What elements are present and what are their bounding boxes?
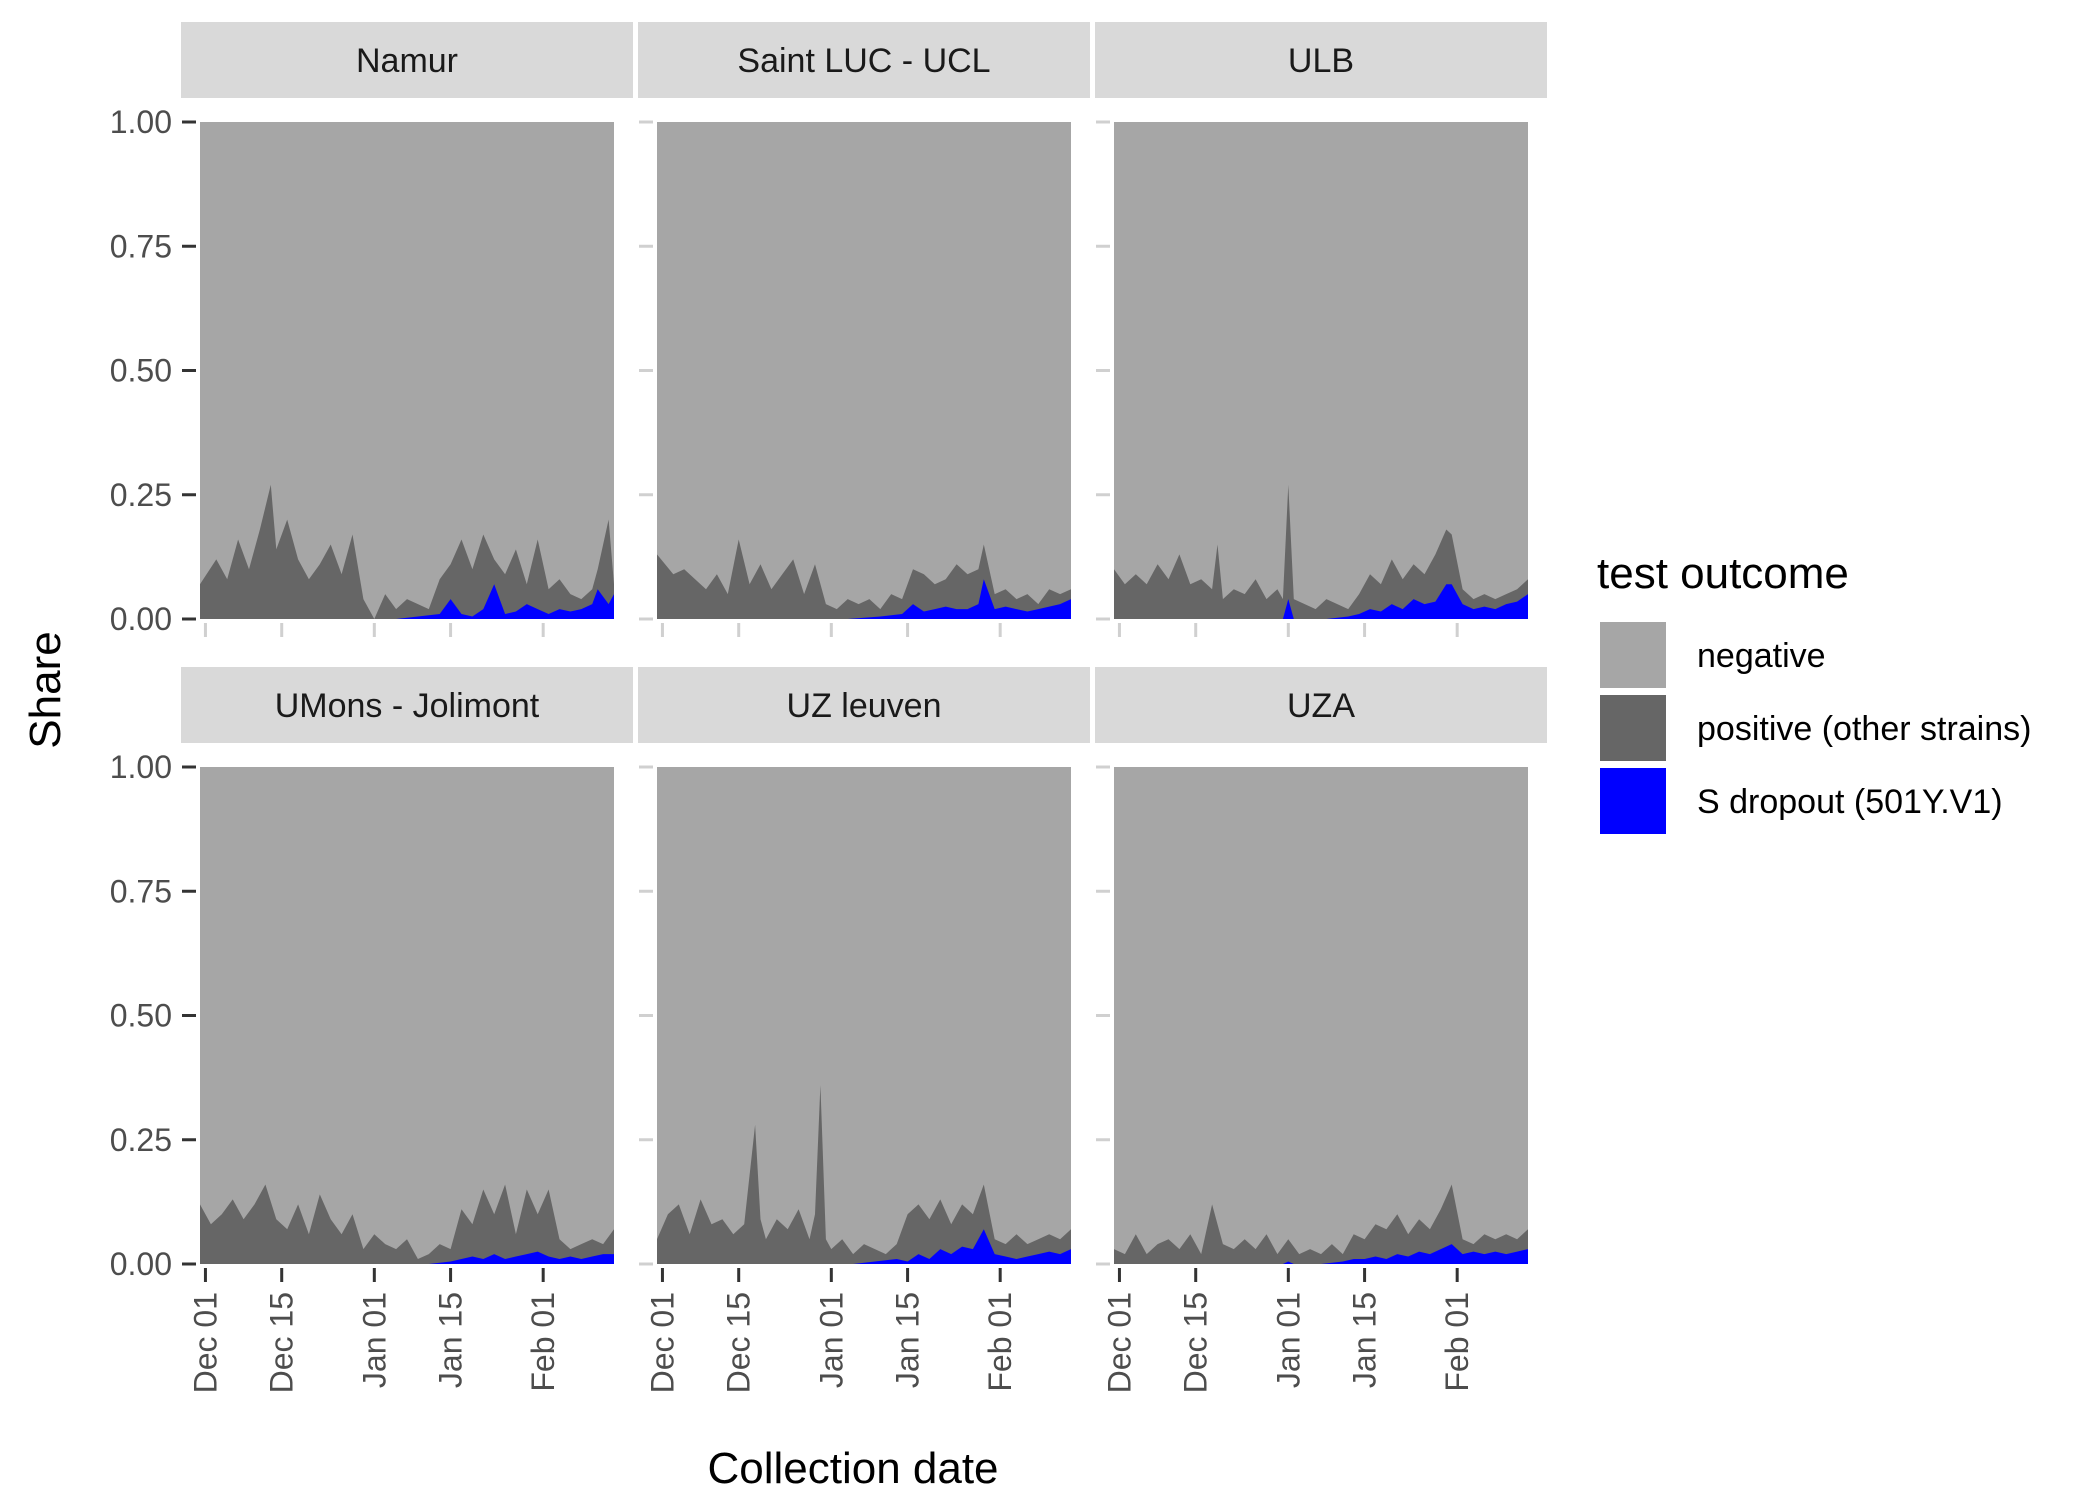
x-tick-label: Dec 01 [1101, 1292, 1137, 1393]
facet-panel: UZA [1095, 667, 1547, 1264]
y-tick-label: 0.50 [110, 998, 172, 1034]
x-tick-label: Dec 01 [187, 1292, 223, 1393]
area-s-dropout [200, 584, 614, 619]
x-tick-label: Dec 15 [721, 1292, 757, 1393]
x-tick-label: Dec 15 [264, 1292, 300, 1393]
x-axes: Dec 01 Dec 15 Jan 01 Jan 15 Feb 01 Dec 01 Dec … [187, 623, 1475, 1393]
y-tick-label: 1.00 [110, 104, 172, 140]
area-s-dropout [1114, 1244, 1528, 1264]
area-negative [1114, 767, 1528, 1264]
y-axes: 0.00 0.25 0.50 0.75 1.00 0.00 0.25 0.50 0.75 1.00 [110, 104, 1110, 1282]
area-positive-other [657, 539, 1071, 619]
legend: test outcome negative positive (other str… [1597, 549, 2031, 834]
x-tick-label: Dec 01 [644, 1292, 680, 1393]
facet-strip-label: UZA [1287, 687, 1355, 725]
facet-strip-label: UZ leuven [787, 687, 942, 725]
area-negative [657, 122, 1071, 619]
y-tick-label: 0.25 [110, 477, 172, 513]
y-tick-label: 0.75 [110, 228, 172, 264]
facet-strip [181, 667, 633, 743]
facet-panels: Namur Saint LUC - UCL ULB UMons - Jolimont U… [181, 22, 1547, 1264]
area-positive-other [1114, 1184, 1528, 1264]
legend-key [1600, 622, 1666, 688]
y-tick-label: 0.75 [110, 873, 172, 909]
x-tick-label: Jan 15 [433, 1292, 469, 1388]
area-positive-other [1114, 484, 1528, 619]
legend-label: negative [1697, 637, 1826, 675]
facet-panel: Saint LUC - UCL [638, 22, 1090, 619]
facet-panel: ULB [1095, 22, 1547, 619]
x-tick-label: Jan 15 [1347, 1292, 1383, 1388]
x-tick-label: Feb 01 [982, 1292, 1018, 1392]
area-negative [1114, 122, 1528, 619]
area-s-dropout [657, 579, 1071, 619]
area-positive-other [657, 1085, 1071, 1264]
area-positive-other [200, 1184, 614, 1264]
x-axis-title: Collection date [707, 1444, 998, 1493]
area-positive-other [200, 484, 614, 619]
facet-strip [1095, 22, 1547, 98]
legend-key [1600, 695, 1666, 761]
y-axis-title: Share [21, 631, 70, 748]
legend-label: positive (other strains) [1697, 710, 2031, 748]
facet-strip [638, 667, 1090, 743]
y-tick-label: 0.00 [110, 601, 172, 637]
area-negative [200, 767, 614, 1264]
legend-key [1600, 768, 1666, 834]
x-tick-label: Dec 15 [1178, 1292, 1214, 1393]
legend-title: test outcome [1597, 549, 1849, 598]
facet-strip [638, 22, 1090, 98]
facet-panel: UMons - Jolimont [181, 667, 633, 1264]
x-tick-label: Jan 01 [1270, 1292, 1306, 1388]
facet-strip-label: Namur [356, 42, 458, 80]
x-tick-label: Jan 01 [356, 1292, 392, 1388]
facet-strip-label: ULB [1288, 42, 1354, 80]
facet-strip [181, 22, 633, 98]
facet-strip-label: UMons - Jolimont [275, 687, 540, 725]
area-s-dropout [200, 1251, 614, 1264]
facet-strip-label: Saint LUC - UCL [737, 42, 990, 80]
x-tick-label: Feb 01 [525, 1292, 561, 1392]
y-tick-label: 1.00 [110, 749, 172, 785]
facet-strip [1095, 667, 1547, 743]
x-tick-label: Feb 01 [1439, 1292, 1475, 1392]
y-tick-label: 0.50 [110, 353, 172, 389]
area-s-dropout [1114, 584, 1528, 619]
x-tick-label: Jan 01 [813, 1292, 849, 1388]
y-tick-label: 0.25 [110, 1122, 172, 1158]
area-s-dropout [657, 1229, 1071, 1264]
facet-panel: UZ leuven [638, 667, 1090, 1264]
facet-panel: Namur [181, 22, 633, 619]
legend-label: S dropout (501Y.V1) [1697, 783, 2003, 821]
x-tick-label: Jan 15 [890, 1292, 926, 1388]
y-tick-label: 0.00 [110, 1246, 172, 1282]
area-negative [657, 767, 1071, 1264]
